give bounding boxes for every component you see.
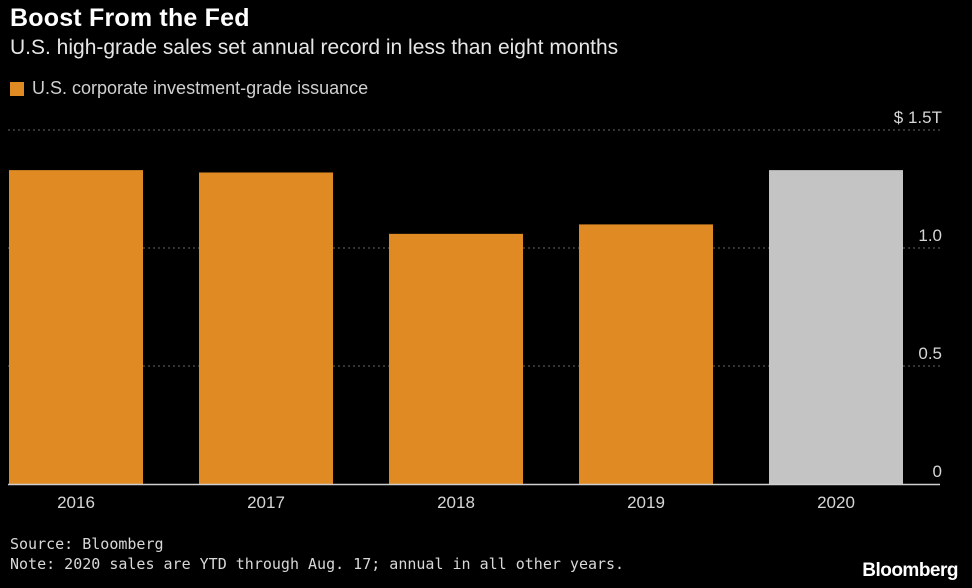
x-tick-labels: 2016 2017 2018 2019 2020 [57,493,855,512]
legend-label: U.S. corporate investment-grade issuance [32,78,369,98]
bar-2016 [9,170,143,484]
legend-swatch [10,81,24,96]
chart-title: Boost From the Fed [10,4,250,32]
x-tick-label: 2020 [817,493,855,512]
x-tick-label: 2018 [437,493,475,512]
bar-2019 [579,224,713,484]
bar-2018 [389,233,523,484]
bar-2017 [199,172,333,485]
y-tick-label: $ 1.5T [894,108,942,127]
x-tick-label: 2017 [247,493,285,512]
bars [9,170,903,485]
y-tick-label: 0.5 [918,344,942,363]
legend: U.S. corporate investment-grade issuance [10,78,368,99]
chart-subtitle: U.S. high-grade sales set annual record … [10,36,619,59]
x-tick-label: 2016 [57,493,95,512]
bar-2020 [769,170,903,484]
bloomberg-logo: Bloomberg [862,560,958,581]
source-note: Source: Bloomberg [10,535,164,553]
x-tick-label: 2019 [627,493,665,512]
y-tick-label: 0 [933,462,942,481]
y-tick-labels: 0 0.5 1.0 $ 1.5T [894,108,942,481]
y-tick-label: 1.0 [918,226,942,245]
footnote: Note: 2020 sales are YTD through Aug. 17… [10,555,625,573]
